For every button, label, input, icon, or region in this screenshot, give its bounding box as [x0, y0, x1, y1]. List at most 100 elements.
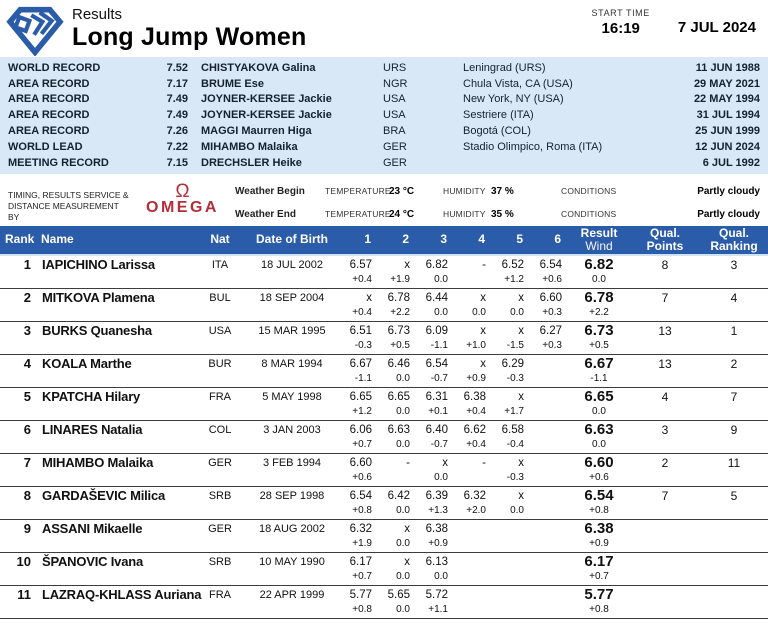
record-label: AREA RECORD: [8, 109, 90, 122]
result-cell: 6.60 +0.6: [584, 454, 614, 483]
result-cell: 6.38 +0.9: [584, 520, 614, 549]
attempt-cell: 6.51 -0.3: [349, 324, 372, 351]
record-row: WORLD LEAD 7.22 MIHAMBO Malaika GER Stad…: [8, 139, 760, 155]
page-header: Results Long Jump Women START TIME 16:19…: [0, 0, 768, 57]
qual-ranking-cell: 7: [730, 389, 738, 404]
col-rank: Rank: [5, 232, 35, 247]
attempt-cell: -: [482, 456, 486, 469]
attempt-cell: 6.58 -0.4: [501, 423, 524, 450]
attempt-cell: 6.31 +0.1: [425, 390, 448, 417]
record-row: AREA RECORD 7.49 JOYNER-KERSEE Jackie US…: [8, 107, 760, 123]
attempt-cell: 6.27 +0.3: [539, 324, 562, 351]
temperature-label: TEMPERATURE: [325, 186, 391, 197]
nationality-cell: GER: [208, 456, 232, 469]
result-cell: 6.63 0.0: [584, 421, 614, 450]
attempt-cell: [492, 586, 530, 618]
humidity-label: HUMIDITY: [443, 209, 486, 220]
services-strip: TIMING, RESULTS SERVICE & DISTANCE MEASU…: [0, 174, 768, 226]
qual-ranking-cell: 11: [727, 455, 741, 470]
timing-service-note: TIMING, RESULTS SERVICE & DISTANCE MEASU…: [8, 189, 129, 222]
rank-cell: 11: [17, 587, 31, 603]
col-attempt-3: 3: [440, 232, 447, 247]
attempt-cell: [530, 586, 568, 618]
attempt-cell: 5.65 0.0: [387, 588, 410, 615]
humidity-label: HUMIDITY: [443, 186, 486, 197]
attempt-cell: 5.77 +0.8: [349, 588, 372, 615]
qual-points-cell: 13: [658, 323, 672, 338]
temperature-label: TEMPERATURE: [325, 209, 391, 220]
qual-ranking-cell: 3: [730, 257, 738, 272]
attempt-cell: [492, 520, 530, 552]
attempt-cell: 6.57 +0.4: [349, 258, 372, 285]
attempt-cell: -: [482, 258, 486, 271]
qual-points-cell: 3: [661, 422, 669, 437]
start-time-label: START TIME: [591, 8, 650, 18]
attempt-cell: 6.82 0.0: [425, 258, 448, 285]
attempt-cell: 6.29 -0.3: [501, 357, 524, 384]
attempt-cell: [530, 355, 568, 387]
weather-phase-label: Weather Begin: [235, 185, 305, 197]
record-venue: Stadio Olimpico, Roma (ITA): [463, 140, 603, 153]
col-attempt-5: 5: [516, 232, 523, 247]
nationality-cell: GER: [208, 522, 232, 535]
date-of-birth-cell: 18 JUL 2002: [261, 258, 323, 271]
qual-ranking-cell: 1: [730, 323, 738, 338]
attempt-cell: 6.54 +0.8: [349, 489, 372, 516]
col-qual-points: Qual. Points: [646, 225, 684, 253]
attempt-cell: x +0.9: [466, 357, 486, 384]
record-mark: 7.22: [166, 140, 188, 153]
athlete-name: KOALA Marthe: [42, 356, 132, 372]
record-label: WORLD LEAD: [8, 140, 83, 153]
athlete-name: GARDAŠEVIC Milica: [42, 488, 166, 504]
attempt-cell: x 0.0: [396, 522, 410, 549]
date-of-birth-cell: 3 FEB 1994: [262, 456, 322, 469]
col-attempt-2: 2: [402, 232, 409, 247]
attempt-cell: [530, 553, 568, 585]
rank-cell: 7: [23, 455, 31, 471]
qual-ranking-cell: 2: [730, 356, 738, 371]
qual-ranking-cell: 4: [730, 290, 738, 305]
record-label: AREA RECORD: [8, 125, 90, 138]
attempt-cell: x -1.5: [506, 324, 524, 351]
attempt-cell: 6.52 +1.2: [501, 258, 524, 285]
table-row: 7 MIHAMBO Malaika GER 3 FEB 1994 6.60 +0.…: [0, 454, 768, 487]
attempt-cell: 6.13 0.0: [425, 555, 448, 582]
qual-points-cell: [630, 520, 700, 552]
record-label: MEETING RECORD: [8, 156, 109, 169]
weather-row: Weather Begin TEMPERATURE 23 °C HUMIDITY…: [235, 186, 760, 197]
athlete-name: ŠPANOVIC Ivana: [42, 554, 143, 570]
weather-phase-label: Weather End: [235, 208, 296, 220]
result-cell: 6.78 +2.2: [584, 289, 614, 318]
attempt-cell: [530, 487, 568, 519]
attempt-cell: x -0.3: [506, 456, 524, 483]
athlete-name: KPATCHA Hilary: [42, 389, 141, 405]
results-table-body: 1 IAPICHINO Larissa ITA 18 JUL 2002 6.57…: [0, 256, 768, 619]
record-date: 25 JUN 1999: [695, 125, 760, 138]
record-nationality: URS: [383, 61, 407, 74]
date-of-birth-cell: 28 SEP 1998: [259, 489, 325, 502]
rank-cell: 4: [23, 356, 31, 372]
record-date: 22 MAY 1994: [693, 93, 760, 106]
table-row: 6 LINARES Natalia COL 3 JAN 2003 6.06 +0.…: [0, 421, 768, 454]
attempt-cell: 6.73 +0.5: [387, 324, 410, 351]
result-cell: 6.65 0.0: [584, 388, 614, 417]
weather-info: Weather Begin TEMPERATURE 23 °C HUMIDITY…: [235, 182, 760, 226]
record-athlete: MIHAMBO Malaika: [201, 140, 298, 153]
table-row: 4 KOALA Marthe BUR 8 MAR 1994 6.67 -1.1 6…: [0, 355, 768, 388]
qual-points-cell: [630, 586, 700, 618]
table-row: 10 ŠPANOVIC Ivana SRB 10 MAY 1990 6.17 +0…: [0, 553, 768, 586]
attempt-cell: -: [406, 456, 410, 469]
col-qual-ranking: Qual. Ranking: [710, 225, 758, 253]
record-row: AREA RECORD 7.49 JOYNER-KERSEE Jackie US…: [8, 92, 760, 108]
rank-cell: 3: [23, 323, 31, 339]
rank-cell: 6: [23, 422, 31, 438]
record-date: 12 JUN 2024: [695, 140, 760, 153]
col-nat: Nat: [210, 232, 230, 247]
record-athlete: JOYNER-KERSEE Jackie: [201, 93, 332, 106]
conditions-value: Partly cloudy: [697, 208, 760, 220]
attempt-cell: 6.62 +0.4: [463, 423, 486, 450]
athlete-name: MITKOVA Plamena: [42, 290, 155, 306]
attempt-cell: 5.72 +1.1: [425, 588, 448, 615]
weather-row: Weather End TEMPERATURE 24 °C HUMIDITY 3…: [235, 209, 760, 220]
